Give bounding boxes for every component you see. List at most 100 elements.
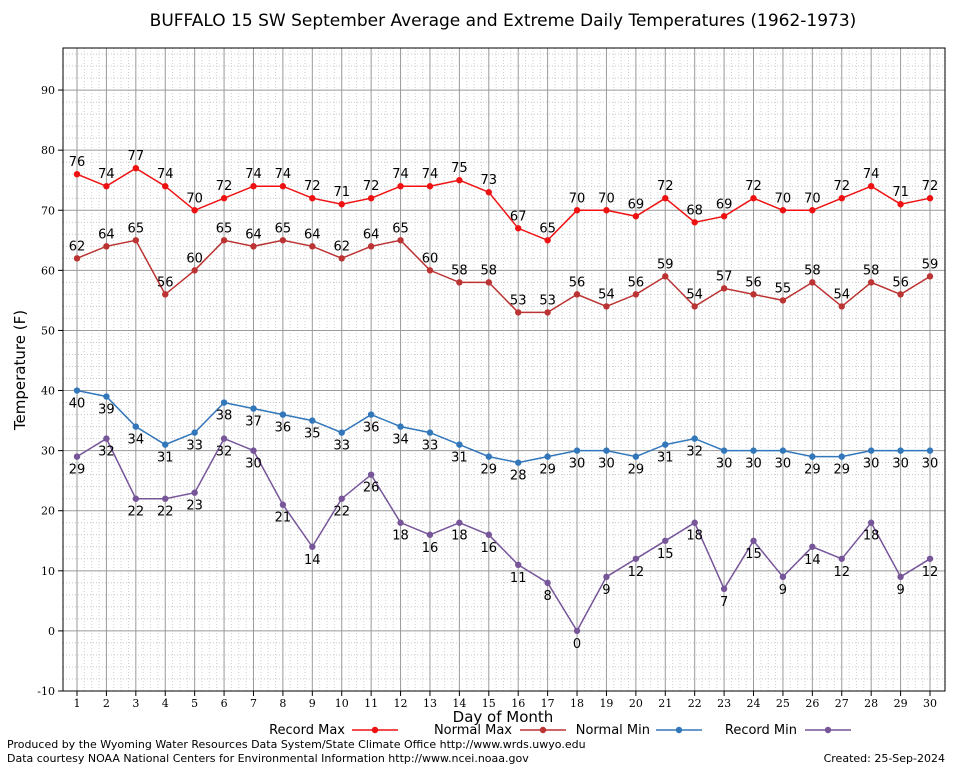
normal-max-data-label: 58 bbox=[451, 263, 468, 278]
normal-max-data-label: 64 bbox=[245, 227, 262, 242]
x-tick-label: 29 bbox=[894, 697, 908, 710]
normal-min-point bbox=[191, 429, 198, 436]
record-max-point bbox=[250, 183, 257, 190]
x-tick-label: 26 bbox=[805, 697, 819, 710]
normal-min-data-label: 35 bbox=[304, 427, 321, 442]
record-min-data-label: 18 bbox=[863, 529, 880, 544]
legend-label-normal-min: Normal Min bbox=[576, 723, 650, 738]
normal-min-data-label: 30 bbox=[598, 457, 615, 472]
record-max-point bbox=[220, 195, 228, 202]
record-max-data-label: 69 bbox=[628, 197, 645, 212]
series-record-max: 76 74 77 74 70 72 74 74 72 71 72 74 74 75 73 67 65 70 70 69… bbox=[69, 149, 938, 244]
record-min-data-label: 30 bbox=[245, 457, 262, 472]
record-max-data-label: 71 bbox=[333, 185, 350, 200]
record-min-point bbox=[515, 561, 522, 569]
normal-min-point bbox=[691, 435, 698, 442]
record-min-data-label: 18 bbox=[686, 529, 703, 544]
legend-marker-record-max bbox=[371, 726, 379, 734]
normal-min-line bbox=[76, 389, 930, 464]
normal-min-data-label: 30 bbox=[569, 457, 586, 472]
normal-max-data-label: 58 bbox=[481, 263, 498, 278]
normal-max-point bbox=[338, 255, 345, 262]
record-min-point bbox=[73, 453, 81, 460]
normal-max-data-label: 56 bbox=[157, 275, 174, 290]
normal-min-data-label: 36 bbox=[363, 421, 380, 436]
normal-min-data-label: 30 bbox=[716, 457, 733, 472]
record-max-point bbox=[309, 195, 316, 202]
record-min-point bbox=[485, 531, 492, 538]
x-tick-label: 22 bbox=[688, 697, 702, 710]
x-axis-ticks: 1 2 3 4 5 6 7 8 9 10 11 12 13 14 15 16 17 18 19 20 21 22 23 24 2… bbox=[74, 691, 937, 710]
normal-max-data-label: 64 bbox=[363, 227, 380, 242]
record-min-data-label: 16 bbox=[422, 541, 439, 556]
normal-max-data-label: 58 bbox=[863, 263, 880, 278]
record-max-data-label: 74 bbox=[98, 167, 115, 182]
y-tick-label: 0 bbox=[48, 625, 55, 638]
y-tick-label: 30 bbox=[41, 445, 55, 458]
normal-min-point bbox=[426, 429, 434, 436]
normal-max-data-label: 64 bbox=[98, 227, 115, 242]
normal-min-point bbox=[573, 447, 581, 454]
record-max-point bbox=[279, 183, 287, 190]
normal-min-point bbox=[309, 417, 316, 424]
normal-min-point bbox=[73, 387, 81, 394]
normal-max-point bbox=[73, 255, 81, 262]
record-max-point bbox=[544, 237, 551, 244]
normal-min-point bbox=[603, 447, 610, 454]
record-max-point bbox=[397, 183, 404, 190]
normal-min-data-label: 30 bbox=[775, 457, 792, 472]
record-max-data-label: 70 bbox=[598, 191, 615, 206]
record-max-point bbox=[338, 201, 345, 208]
normal-min-point bbox=[279, 411, 287, 418]
record-min-point bbox=[838, 555, 845, 562]
record-max-data-label: 74 bbox=[275, 167, 292, 182]
normal-max-data-label: 59 bbox=[657, 257, 674, 272]
record-max-data-label: 72 bbox=[363, 179, 380, 194]
record-min-point bbox=[279, 501, 287, 508]
x-axis-label: Day of Month bbox=[453, 708, 554, 726]
normal-min-point bbox=[515, 459, 522, 466]
normal-max-data-label: 64 bbox=[304, 227, 321, 242]
normal-max-data-label: 65 bbox=[216, 221, 233, 236]
footer-produced-by: Produced by the Wyoming Water Resources … bbox=[7, 738, 586, 751]
legend-label-normal-max: Normal Max bbox=[434, 723, 512, 738]
legend-marker-record-min bbox=[824, 726, 832, 734]
x-tick-label: 21 bbox=[658, 697, 672, 710]
normal-max-point bbox=[132, 237, 140, 244]
normal-min-point bbox=[809, 453, 816, 460]
normal-max-point bbox=[544, 309, 551, 316]
record-max-data-label: 69 bbox=[716, 197, 733, 212]
record-max-point bbox=[691, 219, 698, 226]
record-min-point bbox=[220, 435, 228, 442]
record-max-point bbox=[926, 195, 934, 202]
y-tick-label: 80 bbox=[41, 144, 55, 157]
normal-min-point bbox=[162, 441, 169, 448]
x-tick-label: 15 bbox=[482, 697, 496, 710]
x-tick-label: 9 bbox=[309, 697, 316, 710]
record-min-data-label: 12 bbox=[628, 565, 645, 580]
normal-max-data-label: 56 bbox=[628, 275, 645, 290]
normal-min-data-label: 37 bbox=[245, 415, 262, 430]
record-min-point bbox=[309, 543, 316, 550]
record-min-point bbox=[397, 519, 404, 526]
minor-grid bbox=[63, 48, 946, 691]
record-max-data-label: 74 bbox=[157, 167, 174, 182]
record-max-data-label: 72 bbox=[745, 179, 762, 194]
normal-max-data-label: 57 bbox=[716, 269, 733, 284]
y-tick-label: 50 bbox=[41, 324, 55, 337]
x-tick-label: 13 bbox=[423, 697, 437, 710]
record-max-point bbox=[456, 177, 463, 184]
normal-min-point bbox=[632, 453, 640, 460]
normal-min-point bbox=[338, 429, 345, 436]
normal-max-point bbox=[220, 237, 228, 244]
normal-max-point bbox=[191, 267, 198, 274]
x-tick-label: 19 bbox=[599, 697, 613, 710]
normal-max-point bbox=[250, 243, 257, 250]
normal-max-point bbox=[162, 291, 169, 298]
normal-max-point bbox=[515, 309, 522, 316]
normal-min-data-label: 38 bbox=[216, 409, 233, 424]
normal-min-data-label: 29 bbox=[628, 463, 645, 478]
normal-max-point bbox=[750, 291, 757, 298]
record-max-data-label: 77 bbox=[128, 149, 145, 164]
